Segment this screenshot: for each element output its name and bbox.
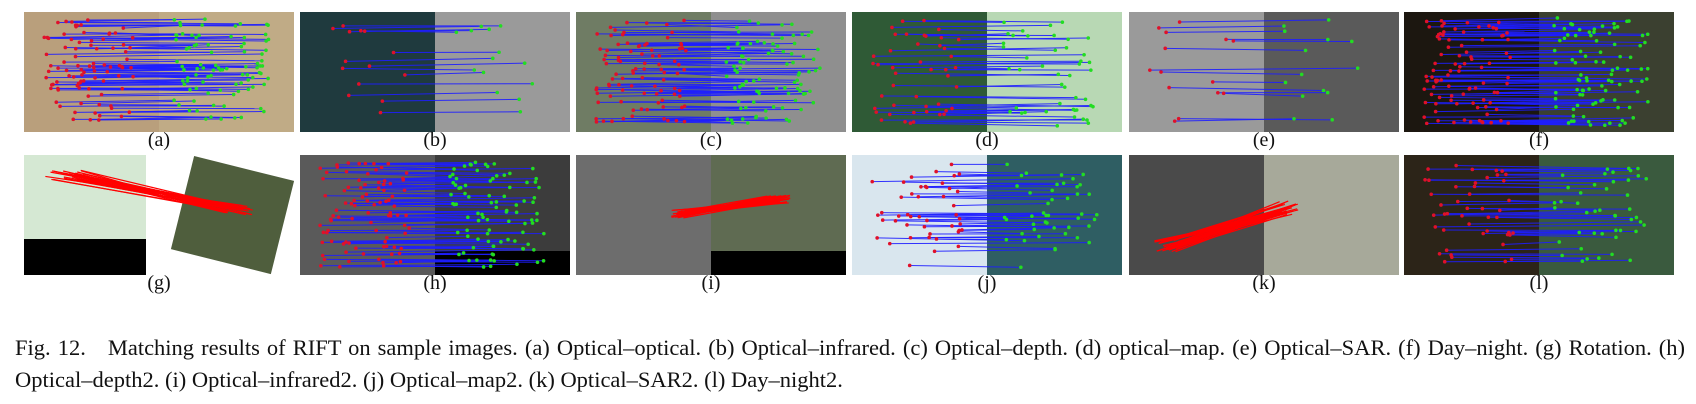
figure-caption: Fig. 12. Matching results of RIFT on samp… bbox=[15, 332, 1685, 396]
panel-e-matches bbox=[1148, 18, 1360, 123]
panel-j bbox=[852, 155, 1122, 275]
panel-a-label: (a) bbox=[147, 129, 171, 151]
panel-c-matches bbox=[594, 18, 822, 125]
panel-c-label: (c) bbox=[699, 129, 723, 151]
panel-k-label: (k) bbox=[1252, 272, 1276, 294]
panel-h-matches bbox=[318, 160, 546, 269]
panel-b bbox=[300, 12, 570, 132]
panel-g-matches bbox=[45, 169, 253, 216]
panel-g-left-image bbox=[24, 155, 146, 239]
panel-e bbox=[1129, 12, 1399, 132]
panel-l-matches bbox=[1423, 163, 1649, 264]
panel-f-matches bbox=[1422, 16, 1650, 128]
panel-d-label: (d) bbox=[975, 129, 999, 151]
panel-i-label: (i) bbox=[701, 272, 721, 294]
panel-f-label: (f) bbox=[1529, 129, 1549, 151]
panel-a-matches bbox=[42, 17, 271, 122]
caption-text: Matching results of RIFT on sample image… bbox=[15, 335, 1685, 392]
panel-b-label: (b) bbox=[423, 129, 447, 151]
panel-g-padding bbox=[24, 239, 146, 275]
panel-k-left-image bbox=[1129, 155, 1264, 275]
panel-d bbox=[852, 12, 1122, 132]
panel-j-label: (j) bbox=[977, 272, 997, 294]
panel-i-padding bbox=[711, 251, 846, 275]
panel-h bbox=[300, 155, 570, 275]
panel-e-right-image bbox=[1264, 12, 1399, 132]
panel-b-matches bbox=[331, 24, 535, 115]
panel-c bbox=[576, 12, 846, 132]
caption-fig-number: Fig. 12. bbox=[15, 335, 86, 360]
panel-k bbox=[1129, 155, 1399, 275]
panel-i bbox=[576, 155, 846, 275]
panel-l-label: (l) bbox=[1529, 272, 1549, 294]
panel-i-matches bbox=[671, 194, 791, 219]
panel-a bbox=[24, 12, 294, 132]
panel-g-label: (g) bbox=[147, 272, 171, 294]
panel-f bbox=[1404, 12, 1674, 132]
panel-h-label: (h) bbox=[423, 272, 447, 294]
panel-e-label: (e) bbox=[1252, 129, 1276, 151]
panel-l bbox=[1404, 155, 1674, 275]
panel-k-matches bbox=[1154, 200, 1299, 253]
panel-d-matches bbox=[871, 18, 1095, 128]
panel-g bbox=[24, 155, 294, 275]
panel-j-matches bbox=[870, 162, 1099, 270]
